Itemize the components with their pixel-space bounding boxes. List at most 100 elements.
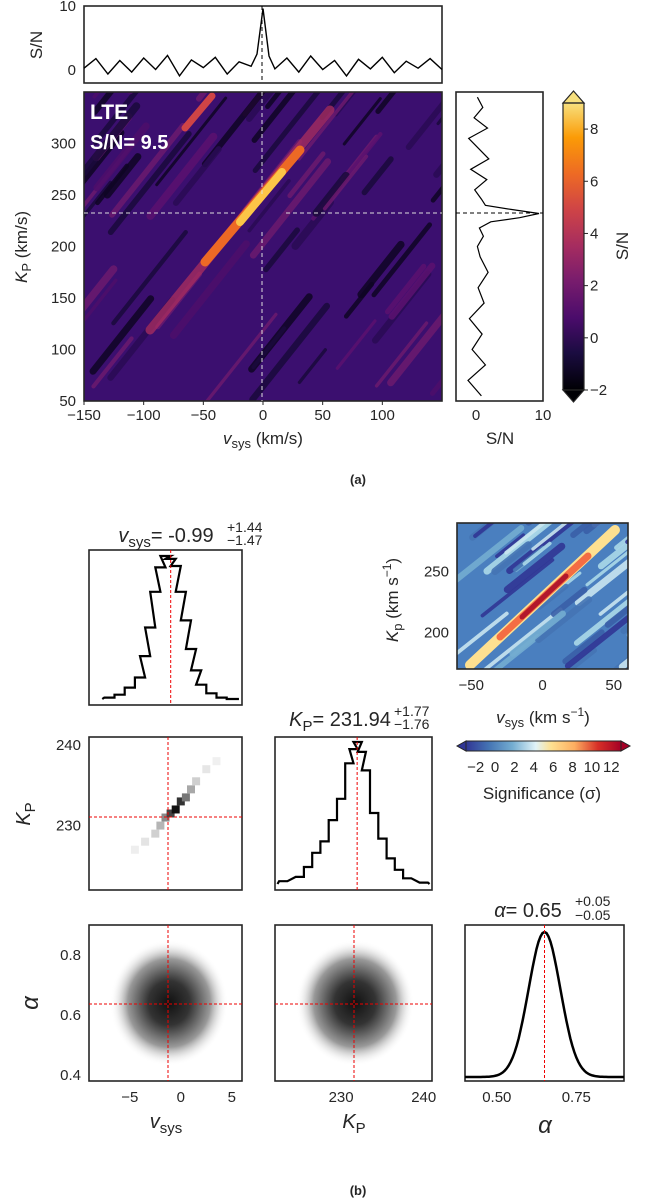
significance-colorbar-gradient [466, 741, 621, 751]
top-snr-series-line [83, 8, 443, 78]
inset-streak [564, 614, 628, 669]
map-streaks [84, 92, 442, 401]
vsys-marginal: vsys= -0.99 +1.44 −1.47 [88, 519, 263, 706]
vsys-kp-cell [212, 757, 221, 766]
kp-marginal-plus: +1.77 [394, 703, 430, 719]
inset-streak [583, 523, 602, 535]
map-xtick-label: −100 [127, 407, 161, 424]
inset-xtick-label: 0 [538, 677, 546, 694]
map-streak [251, 92, 297, 143]
snr-colorbar-min-arrow [561, 389, 586, 403]
corner-alpha-xtick-label: 0.75 [562, 1089, 591, 1106]
map-streak [297, 92, 355, 161]
vsys-marginal-histogram [101, 554, 239, 701]
right-snr-xlabel: S/N [486, 429, 514, 448]
map-streak [127, 92, 134, 95]
map-streak [251, 326, 287, 370]
inset-streak [591, 523, 602, 528]
map-streak [146, 132, 218, 220]
map-streak [361, 156, 394, 196]
map-streak [169, 240, 250, 339]
top-snr-ylabel: S/N [27, 31, 46, 59]
significance-colorbar-tick-label: 2 [510, 759, 518, 776]
inset-streak [504, 523, 547, 555]
kp-alpha-joint [274, 924, 433, 1082]
corner-vsys-xtick-label: 5 [228, 1089, 236, 1106]
corner-alpha-xlabel: α [538, 1112, 553, 1139]
corner-alpha-ytick-label: 0.8 [60, 947, 81, 964]
inset-xtick-label: −50 [459, 677, 484, 694]
inset-streak [535, 596, 593, 644]
map-ytick-label: 300 [51, 136, 76, 153]
map-streak [312, 171, 350, 217]
map-ytick-label: 200 [51, 239, 76, 256]
significance-colorbar-tick-label: 4 [530, 759, 538, 776]
snr-colorbar-tick-label: 6 [590, 173, 598, 190]
map-xtick-label: −50 [191, 407, 216, 424]
snr-colorbar-tick-label: 0 [590, 330, 598, 347]
vsys-marginal-title: vsys= -0.99 [118, 525, 213, 551]
top-snr-frame [83, 5, 443, 84]
corner-vsys-xtick-label: −5 [121, 1089, 138, 1106]
corner-kp-ytick-label: 230 [56, 818, 81, 835]
inset-streak [525, 523, 534, 526]
significance-colorbar-label: Significance (σ) [483, 784, 601, 803]
inset-ylabel: Kp (km s−1) [380, 558, 405, 642]
inset-streak [483, 523, 554, 575]
inset-streak [503, 542, 566, 594]
kp-vsys-map: LTE S/N= 9.5 −150 −100 −50 0 50 100 50 100 150 20… [12, 91, 443, 451]
map-streak [155, 96, 228, 187]
map-streak [388, 262, 436, 320]
snr-colorbar-gradient [563, 103, 584, 390]
map-streak [297, 348, 327, 385]
map-xlabel: vsys (km/s) [223, 429, 303, 451]
snr-colorbar-tick-label: −2 [590, 382, 607, 399]
kp-marginal-minus: −1.76 [394, 716, 430, 732]
map-streak [247, 179, 291, 233]
map-streak [84, 278, 118, 323]
vsys-marginal-minus: −1.47 [227, 532, 263, 548]
map-streak [342, 97, 382, 146]
corner-alpha-xtick-label: 0.50 [482, 1089, 511, 1106]
snr-colorbar-label: S/N [613, 232, 632, 260]
corner-kp-xtick-label: 240 [411, 1089, 436, 1106]
significance-colorbar-tick-label: 8 [568, 759, 576, 776]
inset-streak [457, 611, 509, 656]
map-streak [387, 312, 442, 387]
inset-streak [614, 535, 628, 551]
inset-streak [483, 607, 563, 669]
vsys-kp-joint: KP [13, 736, 243, 891]
vsys-kp-cell [176, 797, 185, 806]
map-streak [91, 336, 134, 389]
map-streak [265, 92, 283, 110]
inset-streak [562, 629, 605, 665]
vsys-kp-cell [202, 765, 211, 774]
inset-streak [597, 540, 628, 570]
inset-streak [570, 523, 594, 538]
map-streak [84, 265, 118, 313]
map-ylabel: KP (km/s) [12, 211, 34, 283]
vsys-kp-cell [192, 777, 201, 786]
map-xtick-label: 0 [259, 407, 267, 424]
snr-colorbar-max-arrow [561, 90, 586, 104]
inset-frame [456, 522, 629, 670]
inset-xlabel: vsys (km s−1) [496, 705, 590, 730]
inset-streak [531, 523, 569, 551]
inset-streak [550, 586, 588, 618]
top-snr-panel: 0 10 S/N [27, 0, 443, 84]
map-snr-label: S/N= 9.5 [90, 132, 168, 154]
right-snr-series-line [467, 96, 540, 397]
snr-colorbar-tick-label: 8 [590, 121, 598, 138]
vsys-kp-cell [171, 805, 180, 814]
vsys-alpha-density [110, 940, 228, 1066]
inset-streak [457, 525, 525, 584]
kp-alpha-density [296, 940, 414, 1066]
map-streak [84, 180, 113, 219]
map-xtick-label: −150 [67, 407, 101, 424]
significance-inset: −50 0 50 200 250 vsys (km s−1) Kp (km s−1) [380, 522, 629, 730]
inset-streak [537, 583, 569, 610]
significance-colorbar-tick-label: 0 [491, 759, 499, 776]
map-streak-bright [181, 92, 216, 132]
corner-kp-xtick-label: 230 [329, 1089, 354, 1106]
inset-streak [491, 541, 532, 576]
